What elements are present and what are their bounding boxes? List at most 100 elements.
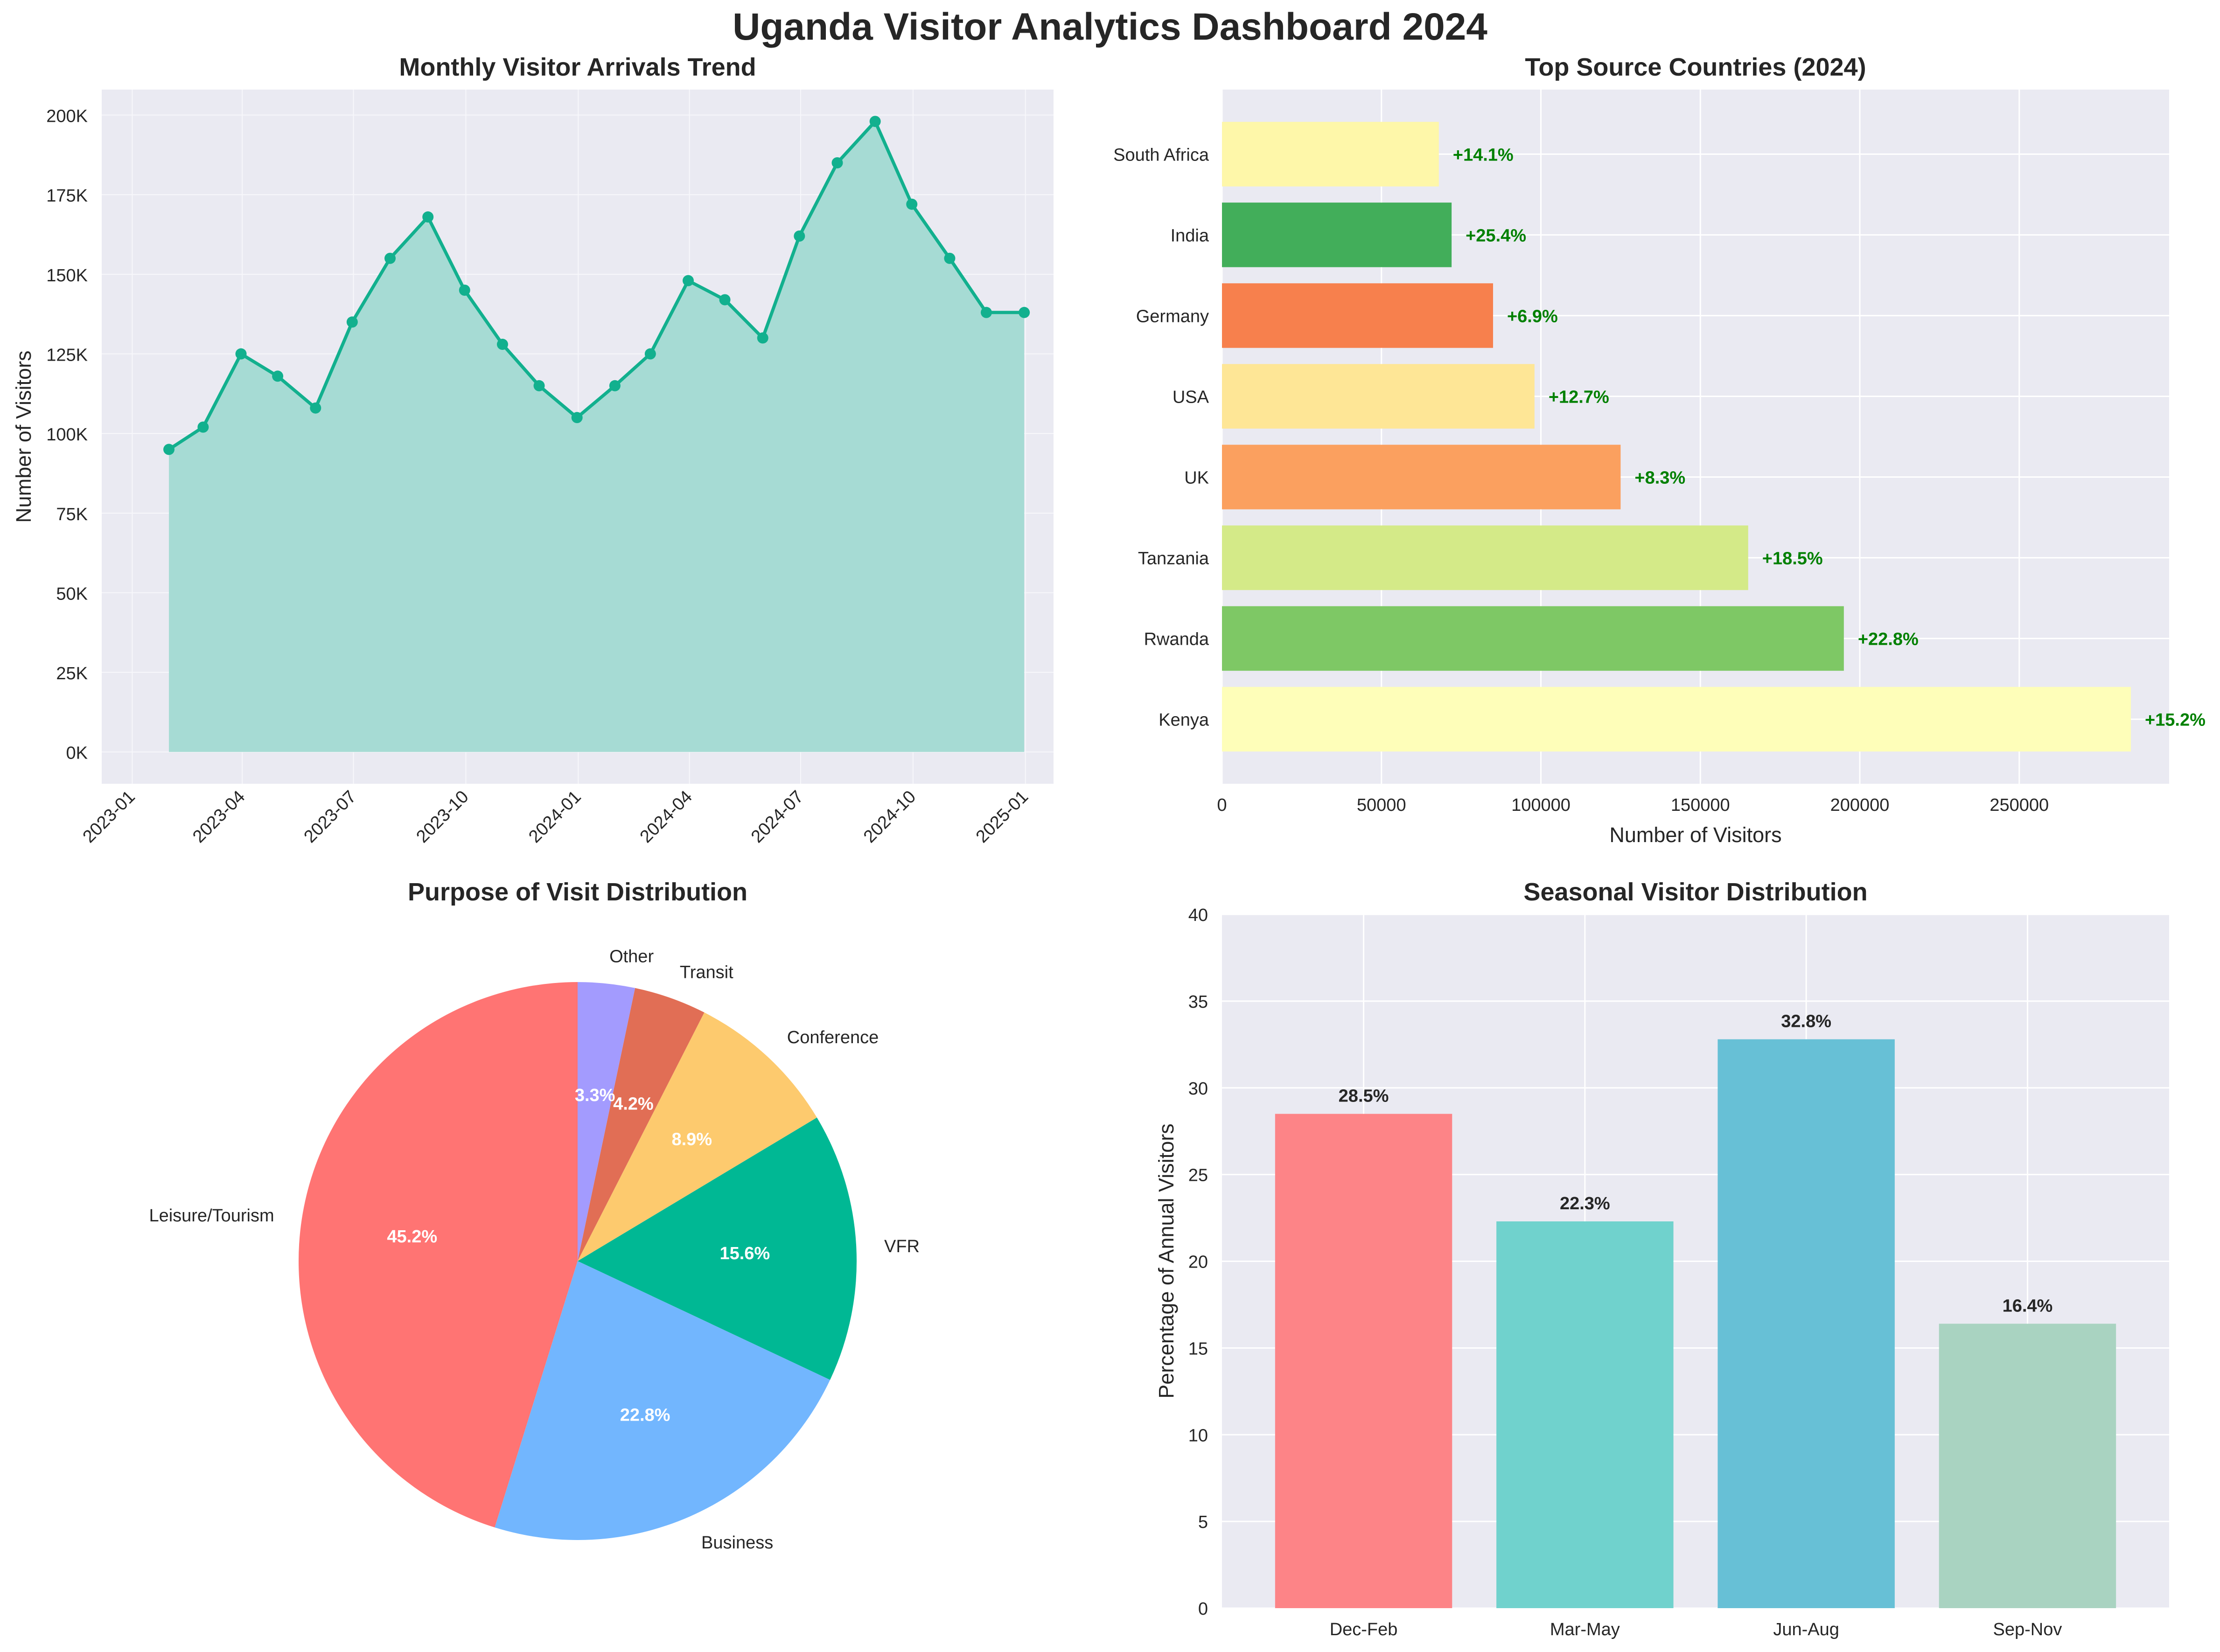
country-growth-label: +14.1% [1453, 145, 1514, 165]
line-chart-y-tick-label: 175K [46, 186, 88, 206]
dashboard-title: Uganda Visitor Analytics Dashboard 2024 [733, 6, 1487, 48]
country-growth-label: +25.4% [1466, 226, 1526, 245]
seasonal-chart-x-tick-label: Jun-Aug [1773, 1620, 1839, 1639]
country-bar-south-africa [1222, 122, 1439, 187]
pie-chart-purpose: 45.2% Leisure/Tourism 22.8% Business 15.6% VF… [149, 878, 920, 1553]
seasonal-chart-y-tick-label: 30 [1188, 1079, 1208, 1099]
country-bar-germany [1222, 283, 1493, 348]
line-chart-data-point [719, 294, 731, 306]
line-chart-data-point [869, 116, 881, 127]
line-chart-data-point [644, 348, 656, 360]
country-chart-y-tick-label: South Africa [1113, 145, 1209, 165]
line-chart-y-tick-label: 0K [66, 744, 88, 763]
line-chart-data-point [831, 157, 843, 168]
country-growth-label: +18.5% [1762, 549, 1823, 569]
country-chart-y-tick-label: USA [1173, 387, 1209, 407]
line-chart-data-point [235, 348, 247, 360]
country-bar-india [1222, 202, 1452, 267]
country-chart-x-tick-label: 100000 [1511, 795, 1571, 815]
country-chart-title: Top Source Countries (2024) [1525, 53, 1866, 81]
country-chart-y-tick-label: UK [1184, 468, 1209, 488]
pie-slice-transit [578, 988, 705, 1261]
seasonal-bar-dec-feb [1275, 1114, 1452, 1608]
country-chart-x-tick-label: 0 [1217, 795, 1227, 815]
country-growth-label: +6.9% [1507, 307, 1558, 326]
pie-category-label: Leisure/Tourism [149, 1206, 274, 1226]
pie-slice-business [495, 1261, 831, 1540]
bar-chart-seasonal: 28.5% 22.3% 32.8% 16.4% 0 5 10 15 20 25 30 35 40 Dec… [1154, 878, 2169, 1639]
seasonal-chart-x-tick-label: Dec-Feb [1330, 1620, 1398, 1639]
line-chart-data-point [533, 380, 545, 391]
country-bar-uk [1222, 445, 1621, 509]
pie-chart-title: Purpose of Visit Distribution [408, 878, 747, 906]
pie-percent-label: 8.9% [671, 1130, 712, 1150]
line-chart-y-tick-label: 125K [46, 346, 88, 365]
pie-percent-label: 4.2% [613, 1094, 654, 1114]
pie-category-label: Other [609, 947, 654, 967]
line-chart-area-fill [169, 121, 1025, 752]
pie-category-label: Conference [787, 1028, 879, 1047]
pie-slice-conference [578, 1012, 817, 1261]
country-bar-tanzania [1222, 525, 1748, 590]
line-chart-data-point [794, 230, 805, 242]
line-chart-data-point [1019, 307, 1030, 318]
country-chart-y-tick-label: Rwanda [1144, 630, 1209, 649]
bar-chart-source-countries: +15.2% +22.8% +18.5% +8.3% +12.7% +6.9% +25.4%… [1113, 53, 2206, 847]
country-chart-y-tick-label: Germany [1136, 307, 1209, 326]
line-chart-data-point [310, 402, 321, 414]
pie-percent-label: 22.8% [620, 1405, 670, 1425]
line-chart-data-point [906, 198, 918, 210]
seasonal-value-label: 22.3% [1560, 1194, 1610, 1213]
line-chart-data-point [422, 211, 434, 223]
seasonal-value-label: 28.5% [1339, 1087, 1389, 1106]
line-chart-data-point [757, 332, 768, 344]
country-bar-kenya [1222, 687, 2131, 752]
pie-slice-other [578, 982, 635, 1261]
line-chart-data-point [346, 316, 358, 328]
country-growth-label: +12.7% [1549, 387, 1609, 407]
line-chart-data-point [496, 339, 508, 350]
pie-category-label: Business [701, 1533, 773, 1553]
line-chart-data-point [272, 370, 284, 382]
line-chart-data-point [944, 252, 956, 264]
seasonal-value-label: 16.4% [2003, 1296, 2053, 1316]
line-chart-y-tick-label: 200K [46, 107, 88, 126]
country-growth-label: +22.8% [1858, 630, 1919, 649]
line-chart-data-point [609, 380, 621, 391]
country-growth-label: +8.3% [1634, 468, 1685, 488]
country-chart-bars: +15.2% +22.8% +18.5% +8.3% +12.7% +6.9% +25.4%… [1222, 122, 2206, 752]
seasonal-bar-mar-may [1496, 1221, 1674, 1608]
line-chart-data-point [980, 307, 992, 318]
pie-chart-slices [299, 982, 857, 1540]
country-chart-x-tick-label: 250000 [1990, 795, 2049, 815]
seasonal-chart-x-tick-label: Mar-May [1550, 1620, 1620, 1639]
seasonal-bar-sep-nov [1939, 1324, 2116, 1608]
seasonal-bar-jun-aug [1717, 1039, 1895, 1608]
seasonal-chart-y-axis-label: Percentage of Annual Visitors [1154, 1123, 1178, 1399]
line-chart-series-line [168, 119, 1025, 451]
line-chart-data-point [197, 421, 209, 433]
line-chart-data-point [682, 275, 694, 286]
line-chart-data-point [384, 252, 396, 264]
country-chart-x-tick-label: 150000 [1671, 795, 1730, 815]
seasonal-chart-y-tick-label: 25 [1188, 1166, 1208, 1185]
seasonal-chart-title: Seasonal Visitor Distribution [1523, 878, 1867, 906]
line-chart-y-tick-label: 25K [56, 664, 88, 683]
pie-slice-leisure-tourism [299, 982, 578, 1528]
pie-percent-label: 3.3% [575, 1086, 615, 1105]
line-chart-y-axis-label: Number of Visitors [12, 350, 35, 523]
country-chart-y-tick-label: India [1171, 226, 1209, 245]
seasonal-chart-y-tick-label: 10 [1188, 1426, 1208, 1445]
seasonal-chart-y-tick-label: 20 [1188, 1253, 1208, 1272]
seasonal-chart-x-tick-label: Sep-Nov [1993, 1620, 2062, 1639]
country-growth-label: +15.2% [2145, 711, 2206, 730]
seasonal-chart-y-tick-label: 15 [1188, 1339, 1208, 1359]
pie-category-label: VFR [884, 1237, 920, 1256]
pie-percent-label: 45.2% [387, 1227, 437, 1247]
line-chart-series [163, 116, 1030, 752]
pie-percent-label: 15.6% [719, 1244, 770, 1263]
line-chart-y-tick-label: 100K [46, 425, 88, 445]
line-chart-y-tick-label: 50K [56, 584, 88, 604]
